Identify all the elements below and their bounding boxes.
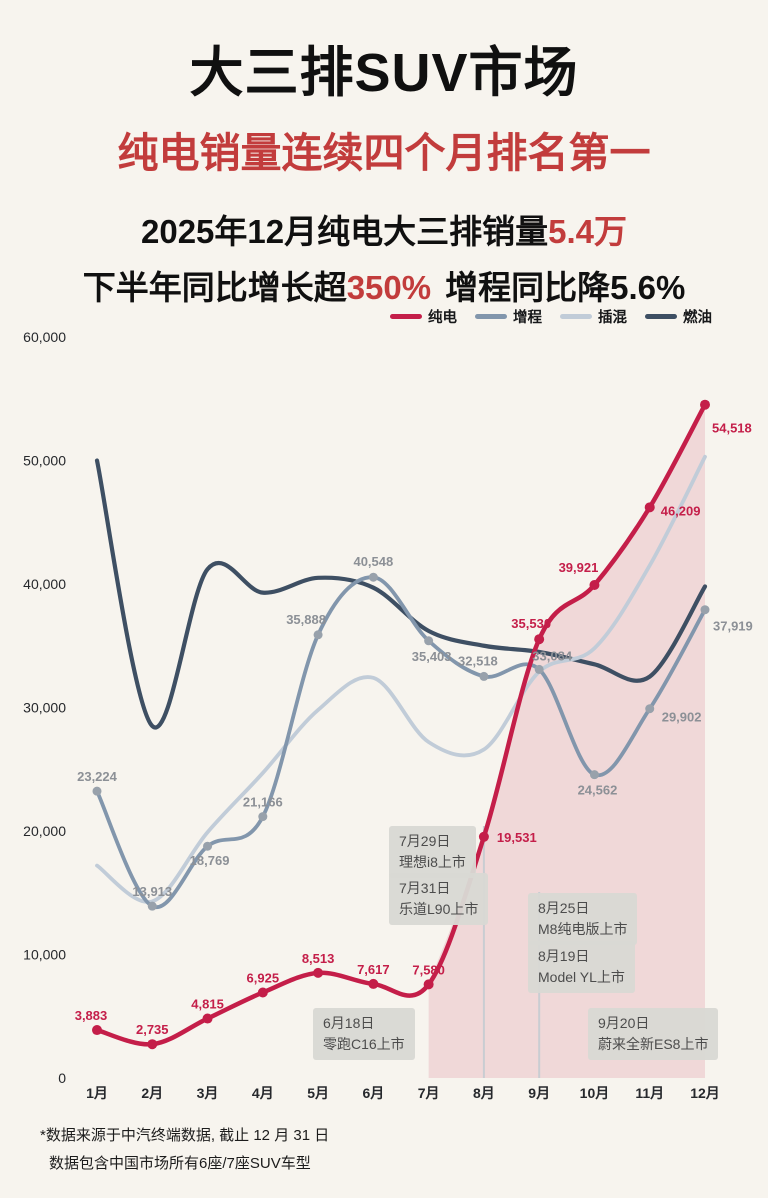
legend-item-1: 增程 xyxy=(475,306,542,327)
month-label: 3月 xyxy=(197,1085,219,1101)
headline-growth-post: 增程同比降5.6% xyxy=(445,269,686,306)
data-point-1 xyxy=(258,812,268,822)
value-label-1: 35,888 xyxy=(286,612,326,627)
y-tick-label: 30,000 xyxy=(23,700,66,716)
data-point-0 xyxy=(644,502,655,513)
y-tick-label: 50,000 xyxy=(23,453,66,469)
series-line-1 xyxy=(95,575,707,910)
month-label: 10月 xyxy=(580,1085,610,1101)
series-line-2 xyxy=(95,454,707,904)
data-point-0 xyxy=(423,979,434,990)
headline-sales-highlight: 5.4万 xyxy=(548,213,627,250)
legend-item-0: 纯电 xyxy=(390,306,457,327)
footnote-source: *数据来源于中汽终端数据, 截止 12 月 31 日 xyxy=(40,1127,330,1144)
value-label-0: 54,518 xyxy=(712,421,752,436)
value-label-1: 35,403 xyxy=(412,649,452,664)
data-point-0 xyxy=(92,1025,102,1036)
data-point-0 xyxy=(589,579,600,590)
value-label-0: 39,921 xyxy=(559,560,599,575)
page-title: 大三排SUV市场 xyxy=(189,43,579,103)
month-label: 12月 xyxy=(690,1085,720,1101)
value-label-1: 33,084 xyxy=(532,648,573,663)
headline-sales-text: 2025年12月纯电大三排销量 xyxy=(141,213,549,250)
header: 大三排SUV市场 纯电销量连续四个月排名第一 2025年12月纯电大三排销量5.… xyxy=(0,0,768,309)
legend-swatch-icon xyxy=(645,314,677,319)
legend-label: 纯电 xyxy=(428,310,457,326)
legend-label: 插混 xyxy=(598,310,627,326)
series-line-3 xyxy=(94,458,708,730)
value-label-1: 13,913 xyxy=(132,884,172,899)
sales-trend-chart: 0 10,000 20,000 30,000 40,000 50,000 60,000 1月 2… xyxy=(23,329,753,1101)
value-label-0: 4,815 xyxy=(191,997,224,1012)
value-label-1: 37,919 xyxy=(713,619,753,634)
y-tick-label: 0 xyxy=(58,1070,66,1086)
month-label: 6月 xyxy=(362,1085,384,1101)
legend-swatch-icon xyxy=(560,314,592,319)
y-tick-label: 40,000 xyxy=(23,576,66,592)
value-label-1: 18,769 xyxy=(190,853,230,868)
data-point-0 xyxy=(478,831,489,842)
data-point-0 xyxy=(202,1013,213,1024)
y-tick-label: 20,000 xyxy=(23,823,66,839)
data-point-0 xyxy=(147,1039,158,1050)
legend-label: 燃油 xyxy=(683,310,712,326)
value-label-1: 32,518 xyxy=(458,653,498,668)
data-point-0 xyxy=(368,978,379,989)
headline-sales: 2025年12月纯电大三排销量5.4万 xyxy=(0,205,768,253)
value-label-0: 46,209 xyxy=(661,503,701,518)
headline-growth: 下半年同比增长超350% 增程同比降5.6% xyxy=(0,261,768,309)
data-point-1 xyxy=(313,630,323,640)
data-point-1 xyxy=(368,572,378,582)
y-tick-label: 60,000 xyxy=(23,329,66,345)
month-label: 11月 xyxy=(635,1085,664,1101)
data-point-1 xyxy=(203,841,213,851)
data-point-1 xyxy=(92,786,102,796)
data-point-0 xyxy=(700,399,710,410)
value-label-1: 23,224 xyxy=(77,769,118,784)
legend-item-3: 燃油 xyxy=(645,306,712,327)
value-label-0: 2,735 xyxy=(136,1022,169,1037)
data-point-0 xyxy=(257,987,268,998)
data-point-1 xyxy=(589,770,599,780)
data-point-1 xyxy=(147,901,157,911)
data-point-0 xyxy=(534,634,545,645)
month-label: 8月 xyxy=(473,1085,495,1101)
y-tick-label: 10,000 xyxy=(23,947,66,963)
value-label-0: 6,925 xyxy=(247,970,280,985)
value-label-1: 40,548 xyxy=(353,554,393,569)
data-point-0 xyxy=(313,967,324,978)
legend-label: 增程 xyxy=(513,310,542,326)
legend-swatch-icon xyxy=(390,314,422,319)
month-label: 2月 xyxy=(141,1085,163,1101)
value-label-0: 35,530 xyxy=(511,616,551,631)
data-point-1 xyxy=(479,671,489,681)
month-label: 4月 xyxy=(252,1085,274,1101)
value-label-0: 19,531 xyxy=(497,830,537,845)
chart-legend: 纯电 增程 插混 燃油 xyxy=(390,306,712,327)
value-label-1: 24,562 xyxy=(578,783,618,798)
footnote-scope: 数据包含中国市场所有6座/7座SUV车型 xyxy=(49,1155,311,1172)
value-label-0: 7,580 xyxy=(412,962,445,977)
headline-growth-text: 下半年同比增长超 xyxy=(82,269,347,306)
data-point-1 xyxy=(645,704,655,714)
headline-growth-highlight: 350% xyxy=(346,269,432,306)
month-label: 7月 xyxy=(418,1085,440,1101)
legend-item-2: 插混 xyxy=(560,306,627,327)
series-line-0 xyxy=(94,402,708,1047)
page-subtitle: 纯电销量连续四个月排名第一 xyxy=(117,130,651,176)
data-point-1 xyxy=(424,636,434,646)
footer: *数据来源于中汽终端数据, 截止 12 月 31 日 数据包含中国市场所有6座/… xyxy=(40,1122,329,1178)
value-label-0: 8,513 xyxy=(302,951,335,966)
data-point-1 xyxy=(534,664,544,674)
legend-swatch-icon xyxy=(475,314,507,319)
value-label-1: 29,902 xyxy=(662,710,702,725)
month-label: 9月 xyxy=(528,1085,550,1101)
value-label-0: 3,883 xyxy=(75,1008,108,1023)
value-label-0: 7,617 xyxy=(357,962,390,977)
month-label: 5月 xyxy=(307,1085,329,1101)
value-label-1: 21,166 xyxy=(243,795,283,810)
data-point-1 xyxy=(700,605,710,615)
month-label: 1月 xyxy=(86,1085,108,1101)
